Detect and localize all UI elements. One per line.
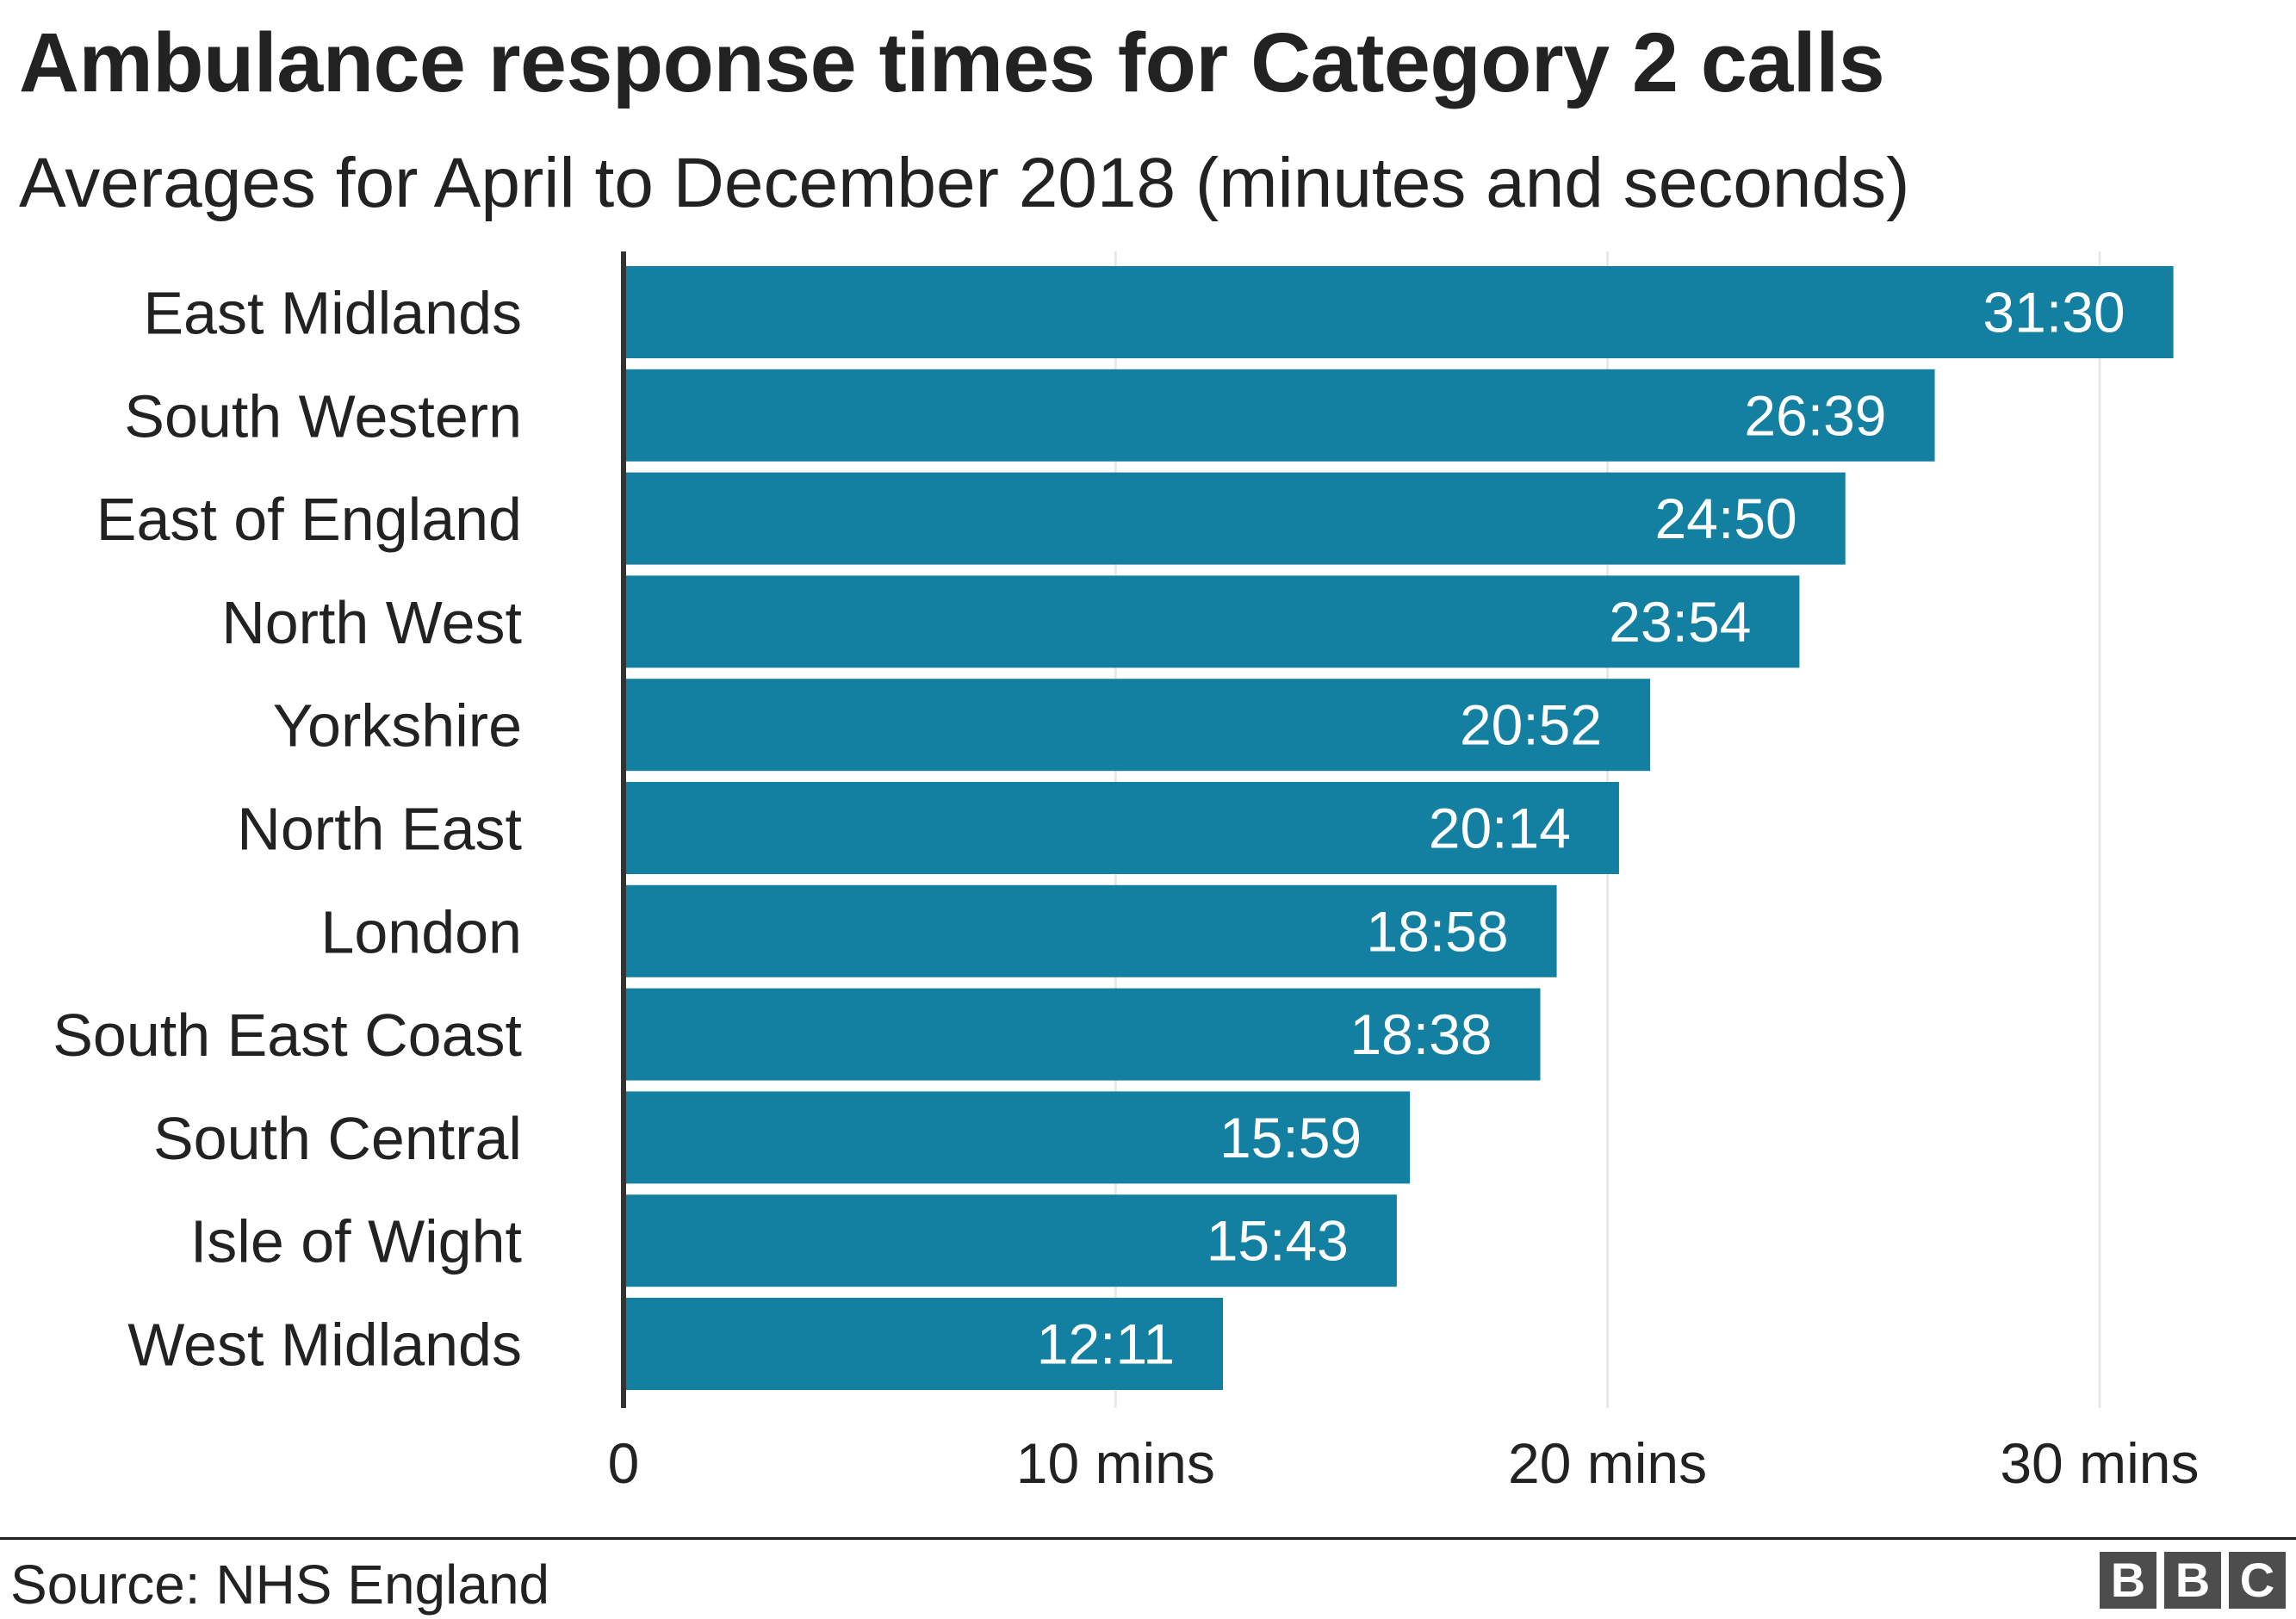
bar-value-label: 31:30 xyxy=(1983,281,2125,344)
category-label: East of England xyxy=(96,486,522,553)
bar xyxy=(624,369,1935,462)
bar xyxy=(624,782,1619,874)
category-label: East Midlands xyxy=(143,280,522,347)
bar-value-label: 12:11 xyxy=(1037,1312,1175,1376)
bbc-logo-block: C xyxy=(2229,1552,2286,1609)
bar-value-label: 20:14 xyxy=(1429,797,1571,860)
bar xyxy=(624,988,1541,1081)
x-tick-label: 10 mins xyxy=(1016,1431,1215,1495)
category-label: South Central xyxy=(153,1105,522,1172)
bar-value-label: 15:43 xyxy=(1207,1209,1349,1273)
category-label: Yorkshire xyxy=(273,692,522,760)
category-label: London xyxy=(320,898,522,965)
category-labels: East Midlands South Western East of Englan… xyxy=(53,280,522,1379)
x-tick-label: 30 mins xyxy=(2000,1431,2199,1495)
bar xyxy=(624,1194,1397,1287)
category-label: West Midlands xyxy=(127,1312,522,1379)
x-tick-label: 20 mins xyxy=(1508,1431,1707,1495)
bar-value-label: 18:38 xyxy=(1350,1002,1492,1066)
category-label: South Western xyxy=(124,382,522,450)
category-label: Isle of Wight xyxy=(190,1208,522,1275)
bar xyxy=(624,884,1557,977)
footer-divider xyxy=(0,1537,2296,1540)
bbc-logo-block: B xyxy=(2164,1552,2221,1609)
chart-subtitle: Averages for April to December 2018 (min… xyxy=(19,144,1910,222)
bar-value-label: 23:54 xyxy=(1609,590,1751,654)
bbc-logo: B B C xyxy=(2100,1552,2286,1609)
category-label: North East xyxy=(237,796,522,863)
bar-value-label: 26:39 xyxy=(1744,383,1886,447)
category-label: North West xyxy=(221,589,522,656)
bars xyxy=(624,266,2174,1390)
bar-value-label: 24:50 xyxy=(1655,487,1797,550)
bar xyxy=(624,575,1800,668)
bar xyxy=(624,472,1846,565)
category-label: South East Coast xyxy=(53,1002,522,1069)
bbc-logo-block: B xyxy=(2100,1552,2156,1609)
x-tick-label: 0 xyxy=(608,1431,640,1495)
chart-title: Ambulance response times for Category 2 … xyxy=(19,16,1885,109)
bar-value-label: 15:59 xyxy=(1219,1106,1362,1169)
bar xyxy=(624,1298,1224,1390)
bar xyxy=(624,266,2174,358)
bar-value-label: 20:52 xyxy=(1460,693,1602,757)
bar xyxy=(624,1091,1411,1184)
bar xyxy=(624,679,1651,772)
x-axis-tick-labels: 0 10 mins 20 mins 30 mins xyxy=(608,1431,2200,1495)
bar-value-label: 18:58 xyxy=(1366,899,1508,963)
source-note: Source: NHS England xyxy=(10,1554,550,1616)
